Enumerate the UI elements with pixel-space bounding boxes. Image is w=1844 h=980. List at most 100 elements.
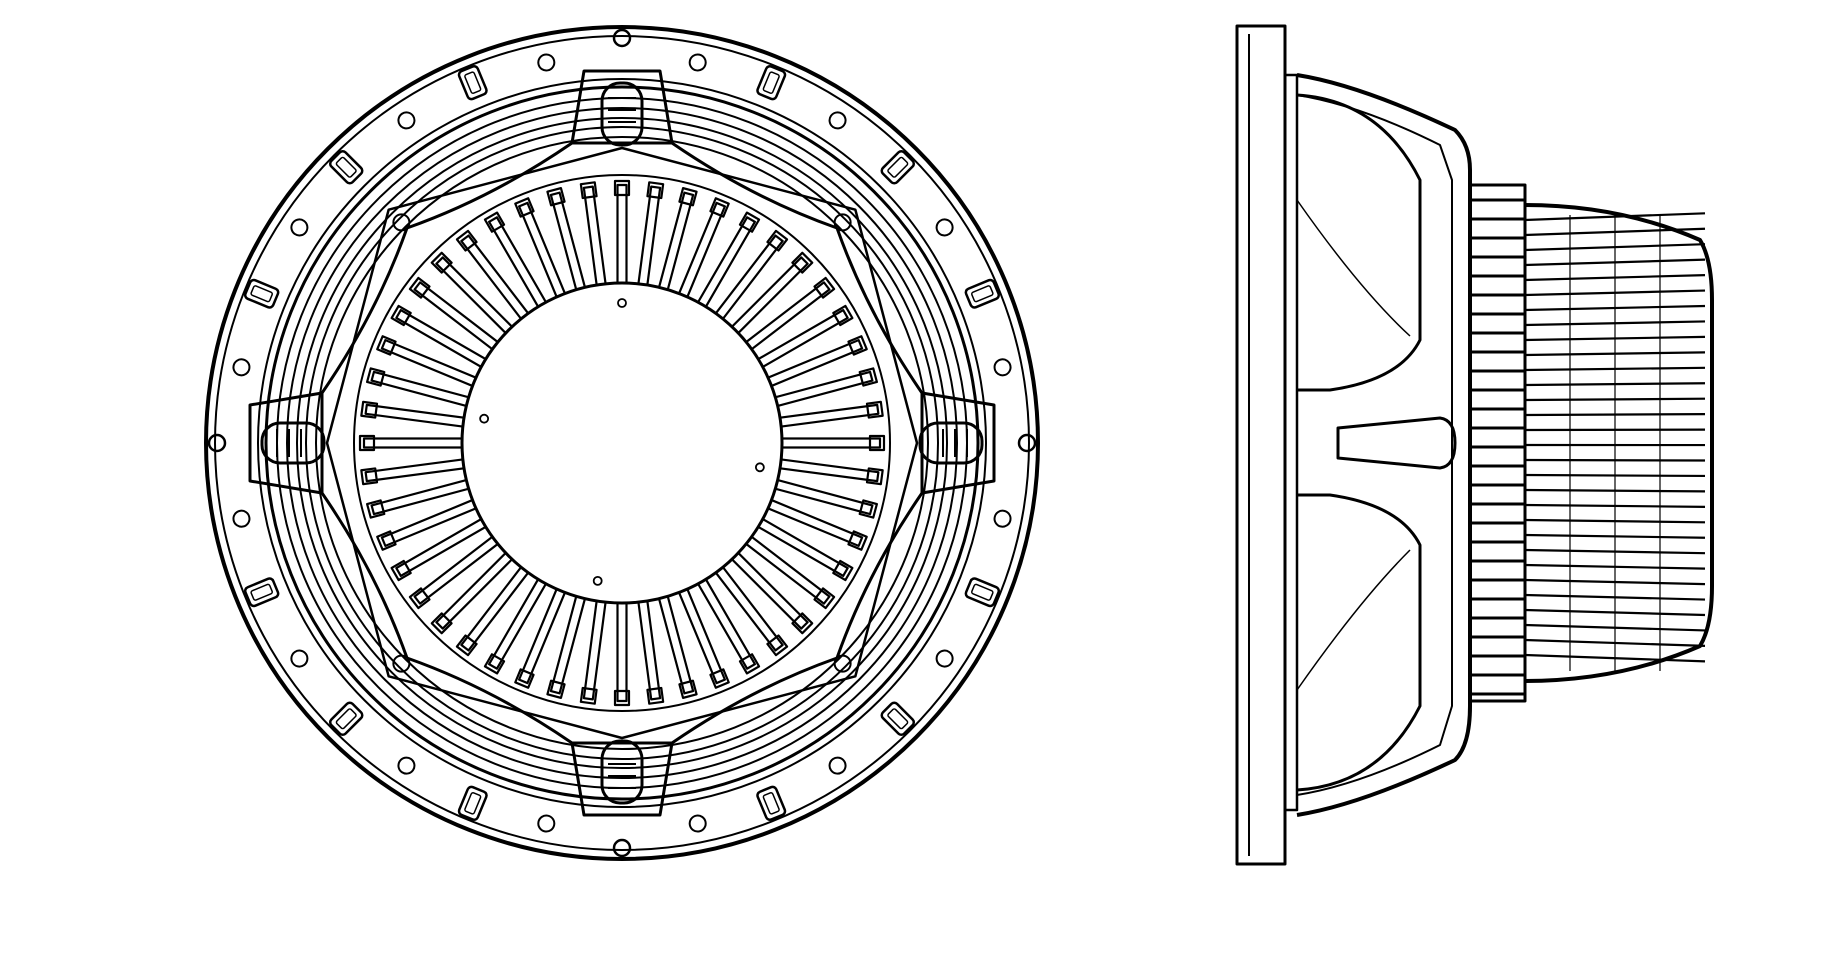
rim-slot bbox=[243, 278, 280, 309]
rim-slot-inner bbox=[464, 71, 482, 94]
rim-slot-inner bbox=[887, 156, 909, 178]
fin-tip bbox=[813, 587, 836, 610]
rim-slot bbox=[328, 149, 364, 185]
rim-slot bbox=[457, 785, 488, 822]
radial-fin bbox=[514, 586, 567, 689]
rim-slot-outline bbox=[243, 577, 280, 608]
reflector-inner-edge bbox=[1296, 94, 1453, 796]
hub-boss bbox=[207, 227, 409, 659]
hub-hole bbox=[612, 28, 632, 48]
spoke-edge bbox=[671, 141, 838, 230]
fin-tip bbox=[546, 187, 566, 207]
radial-fin bbox=[637, 181, 665, 289]
fin-tip bbox=[832, 559, 854, 582]
fin-blade bbox=[549, 191, 587, 293]
hub-boss-slot bbox=[260, 421, 326, 465]
rim-slot bbox=[880, 149, 916, 185]
fin-tip bbox=[358, 434, 376, 452]
reflector-outline bbox=[1296, 73, 1472, 817]
radial-fin bbox=[772, 478, 878, 519]
rim-slot-inner bbox=[464, 792, 482, 815]
fin-tip bbox=[832, 304, 854, 327]
radial-fin bbox=[390, 517, 489, 582]
rim-hole bbox=[397, 756, 416, 775]
rim-slot-inner bbox=[762, 792, 780, 815]
side-flange bbox=[1235, 24, 1287, 866]
center-screw-hole bbox=[479, 413, 490, 424]
rim-slot-inner bbox=[335, 156, 357, 178]
fin-tip bbox=[613, 689, 631, 707]
rim-hole bbox=[290, 218, 309, 237]
rim-slot bbox=[756, 785, 787, 822]
rim-slot-outline bbox=[457, 64, 488, 101]
fin-tip bbox=[847, 530, 868, 551]
radial-fin bbox=[637, 597, 665, 705]
rim-hole bbox=[290, 649, 309, 668]
rim-slot-outline bbox=[328, 149, 364, 185]
rim-slot bbox=[935, 649, 954, 668]
rim-slot bbox=[457, 64, 488, 101]
fin-blade bbox=[713, 564, 784, 652]
rim-slot bbox=[993, 509, 1012, 528]
plate-hole bbox=[833, 654, 852, 673]
fin-tip bbox=[813, 276, 836, 299]
radial-fin bbox=[358, 434, 466, 452]
radial-fin bbox=[366, 478, 472, 519]
cavity-curve bbox=[1296, 549, 1411, 691]
fin-tip bbox=[455, 229, 478, 252]
fin-tip bbox=[514, 668, 535, 689]
spoke-edge bbox=[320, 492, 409, 659]
fin-tip bbox=[430, 612, 453, 635]
fin-tip bbox=[678, 187, 698, 207]
fin-tip bbox=[366, 499, 386, 519]
hub-hole bbox=[612, 838, 632, 858]
fin-blade bbox=[413, 281, 501, 352]
fin-tip bbox=[408, 276, 431, 299]
rim-hole bbox=[537, 814, 556, 833]
hub-boss-slot bbox=[918, 421, 984, 465]
spoke-edge bbox=[406, 656, 573, 745]
rim-slot-outline bbox=[756, 64, 787, 101]
rim-hole bbox=[688, 53, 707, 72]
rim-slot bbox=[828, 111, 847, 130]
fin-tip bbox=[865, 467, 884, 486]
front-view bbox=[204, 25, 1040, 861]
fin-blade bbox=[370, 478, 472, 516]
upper-cavity bbox=[1296, 93, 1422, 392]
fin-tip bbox=[766, 634, 789, 657]
radial-fin bbox=[778, 434, 886, 452]
fin-tip bbox=[390, 304, 412, 327]
fin-blade bbox=[364, 403, 468, 428]
fin-tip bbox=[579, 181, 598, 200]
fin-blade bbox=[778, 437, 882, 449]
center-screw-hole bbox=[592, 575, 603, 586]
center-opening bbox=[460, 281, 784, 605]
rim-slot bbox=[828, 756, 847, 775]
fin-blade bbox=[657, 593, 695, 695]
fin-tip bbox=[791, 612, 814, 635]
radial-fin bbox=[390, 304, 489, 369]
fin-blade bbox=[460, 234, 531, 322]
fin-tip bbox=[858, 367, 878, 387]
front-rim-ring bbox=[214, 35, 1030, 851]
fin-blade bbox=[772, 478, 874, 516]
radial-fin bbox=[776, 400, 884, 428]
fin-tip bbox=[791, 251, 814, 274]
plate-hole bbox=[833, 213, 852, 232]
radial-fin bbox=[546, 187, 587, 293]
rim-slot-inner bbox=[971, 583, 994, 601]
rim-hole bbox=[828, 756, 847, 775]
fin-tip bbox=[366, 367, 386, 387]
hub-boss-slot bbox=[600, 739, 644, 805]
rim-slot bbox=[537, 53, 556, 72]
front-rim-ring bbox=[204, 25, 1040, 861]
fin-blade bbox=[413, 534, 501, 605]
fin-blade bbox=[616, 183, 628, 287]
fin-blade bbox=[370, 370, 472, 408]
rim-slot-outline bbox=[964, 278, 1001, 309]
rim-slot-inner bbox=[335, 708, 357, 730]
rim-slot-inner bbox=[250, 285, 273, 303]
fin-tip bbox=[613, 179, 631, 197]
fin-blade bbox=[776, 403, 880, 428]
